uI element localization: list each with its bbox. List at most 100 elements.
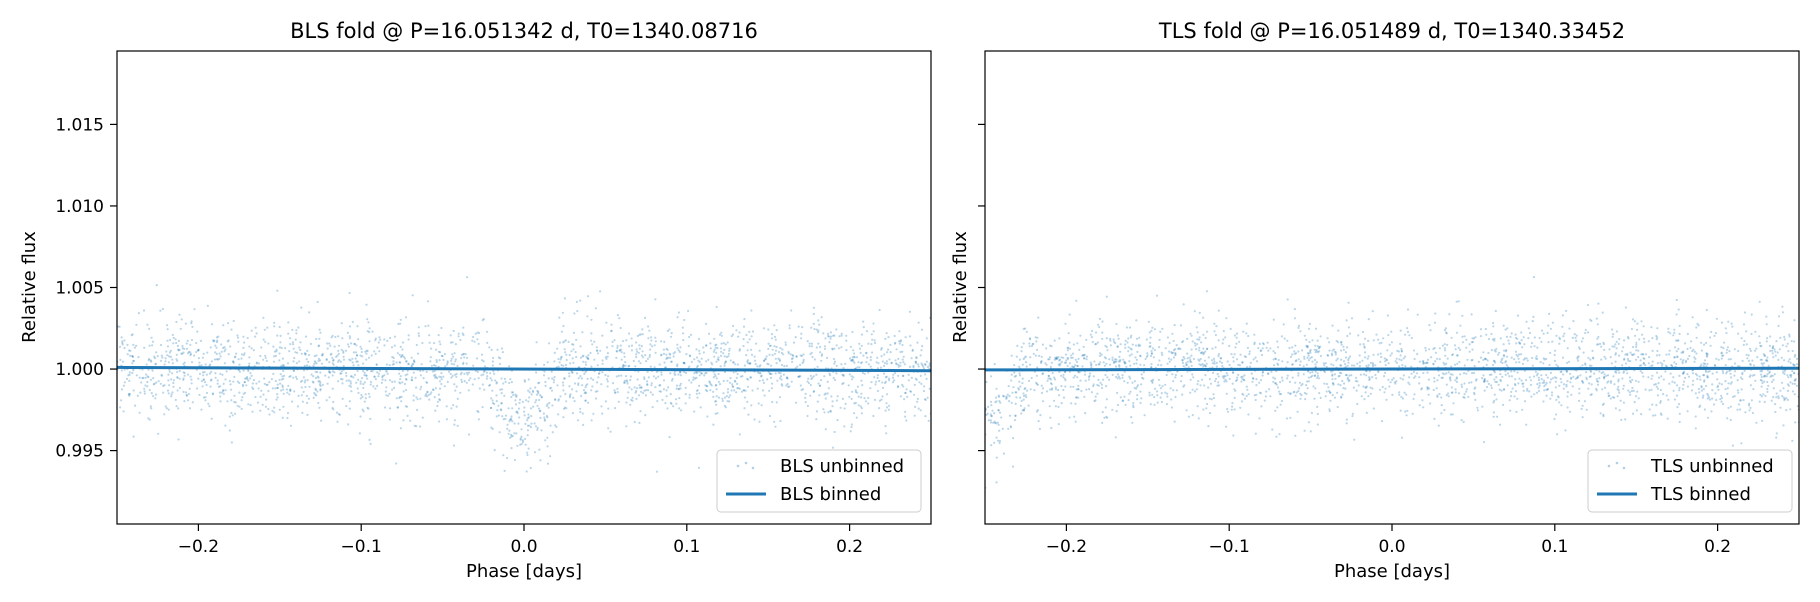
tls-unbinned-point — [1651, 349, 1654, 352]
tls-unbinned-point — [1293, 390, 1296, 393]
bls-unbinned-point — [848, 357, 852, 360]
tls-unbinned-point — [1413, 376, 1416, 379]
tls-unbinned-point — [1365, 374, 1368, 377]
tls-unbinned-point — [1487, 337, 1491, 341]
bls-unbinned-point — [828, 372, 831, 375]
tls-unbinned-point — [1213, 404, 1216, 407]
tls-unbinned-point — [1433, 417, 1436, 420]
bls-unbinned-point — [654, 377, 658, 380]
tls-unbinned-point — [1429, 402, 1432, 405]
bls-unbinned-point — [363, 400, 366, 403]
bls-unbinned-point — [399, 345, 402, 348]
bls-unbinned-point — [748, 330, 751, 333]
tls-unbinned-point — [1402, 357, 1405, 360]
bls-unbinned-point — [176, 344, 179, 347]
bls-unbinned-point — [348, 325, 352, 328]
bls-unbinned-point — [365, 358, 368, 361]
tls-unbinned-point — [1686, 385, 1689, 388]
tls-unbinned-point — [1699, 378, 1702, 381]
tls-unbinned-point — [1303, 334, 1306, 337]
bls-unbinned-point — [321, 354, 324, 357]
tls-unbinned-point — [1362, 373, 1366, 376]
bls-unbinned-point — [204, 396, 207, 399]
tls-unbinned-point — [1696, 322, 1699, 325]
tls-unbinned-point — [1331, 373, 1334, 376]
bls-unbinned-point — [411, 294, 414, 297]
bls-unbinned-point — [493, 402, 496, 405]
tls-unbinned-point — [1475, 378, 1478, 381]
bls-unbinned-point — [915, 356, 918, 359]
bls-unbinned-point — [159, 343, 163, 347]
tls-unbinned-point — [1403, 391, 1406, 394]
bls-unbinned-point — [242, 369, 245, 372]
tls-unbinned-point — [1684, 361, 1687, 364]
bls-unbinned-point — [715, 351, 718, 354]
bls-unbinned-point — [183, 374, 186, 377]
bls-unbinned-point — [640, 390, 643, 393]
bls-unbinned-point — [579, 410, 582, 414]
tls-unbinned-point — [1050, 361, 1053, 364]
bls-unbinned-point — [646, 380, 649, 383]
tls-unbinned-point — [1044, 362, 1047, 365]
tls-unbinned-point — [1522, 385, 1525, 388]
bls-unbinned-point — [313, 392, 316, 395]
tls-unbinned-point — [1635, 343, 1638, 346]
tls-unbinned-point — [1233, 353, 1236, 356]
bls-unbinned-point — [326, 382, 329, 385]
bls-unbinned-point — [393, 335, 397, 338]
bls-unbinned-point — [385, 370, 388, 373]
bls-unbinned-point — [633, 386, 636, 389]
tls-unbinned-point — [1748, 409, 1751, 412]
bls-unbinned-point — [477, 377, 480, 380]
tls-unbinned-point — [1565, 370, 1568, 373]
tls-unbinned-point — [1655, 354, 1658, 357]
tls-unbinned-point — [1702, 374, 1705, 377]
bls-unbinned-point — [219, 395, 222, 398]
bls-unbinned-point — [280, 346, 283, 350]
tls-unbinned-point — [1528, 331, 1532, 335]
bls-unbinned-point — [166, 339, 169, 342]
tls-unbinned-point — [1517, 357, 1520, 360]
bls-unbinned-point — [678, 407, 681, 410]
bls-unbinned-point — [562, 384, 565, 387]
tls-unbinned-point — [1174, 348, 1177, 351]
tls-unbinned-point — [1672, 334, 1675, 337]
tls-unbinned-point — [1207, 356, 1210, 359]
tls-unbinned-point — [1656, 394, 1659, 397]
bls-unbinned-point — [583, 372, 586, 375]
tls-unbinned-point — [1398, 393, 1401, 396]
tls-unbinned-point — [1471, 358, 1474, 361]
bls-unbinned-point — [796, 365, 799, 368]
bls-unbinned-point — [802, 360, 805, 363]
tls-unbinned-point — [1217, 381, 1220, 384]
bls-unbinned-point — [318, 383, 321, 386]
bls-unbinned-point — [646, 357, 650, 360]
tls-unbinned-point — [1198, 338, 1201, 341]
tls-unbinned-point — [1482, 374, 1485, 377]
bls-unbinned-point — [248, 345, 251, 348]
bls-unbinned-point — [182, 371, 185, 374]
bls-unbinned-point — [270, 378, 273, 381]
bls-unbinned-point — [853, 356, 856, 359]
bls-unbinned-point — [659, 384, 662, 387]
tls-unbinned-point — [1607, 380, 1610, 383]
tls-unbinned-point — [1468, 350, 1471, 353]
tls-unbinned-point — [1448, 377, 1452, 380]
tls-unbinned-point — [1522, 358, 1525, 361]
bls-unbinned-point — [700, 363, 703, 366]
tls-unbinned-point — [1137, 343, 1140, 346]
tls-unbinned-point — [1787, 360, 1790, 363]
bls-unbinned-point — [893, 334, 896, 338]
tls-unbinned-point — [1412, 397, 1415, 400]
tls-unbinned-point — [1334, 353, 1337, 356]
tls-unbinned-point — [1103, 416, 1106, 419]
tls-unbinned-point — [1523, 400, 1527, 403]
tls-unbinned-point — [1305, 345, 1309, 348]
tls-unbinned-point — [1535, 374, 1538, 377]
bls-unbinned-point — [928, 364, 931, 367]
tls-unbinned-point — [1549, 327, 1552, 330]
bls-unbinned-point — [209, 363, 212, 366]
tls-unbinned-point — [1182, 385, 1185, 388]
bls-unbinned-point — [399, 395, 402, 399]
tls-unbinned-point — [1553, 359, 1556, 362]
